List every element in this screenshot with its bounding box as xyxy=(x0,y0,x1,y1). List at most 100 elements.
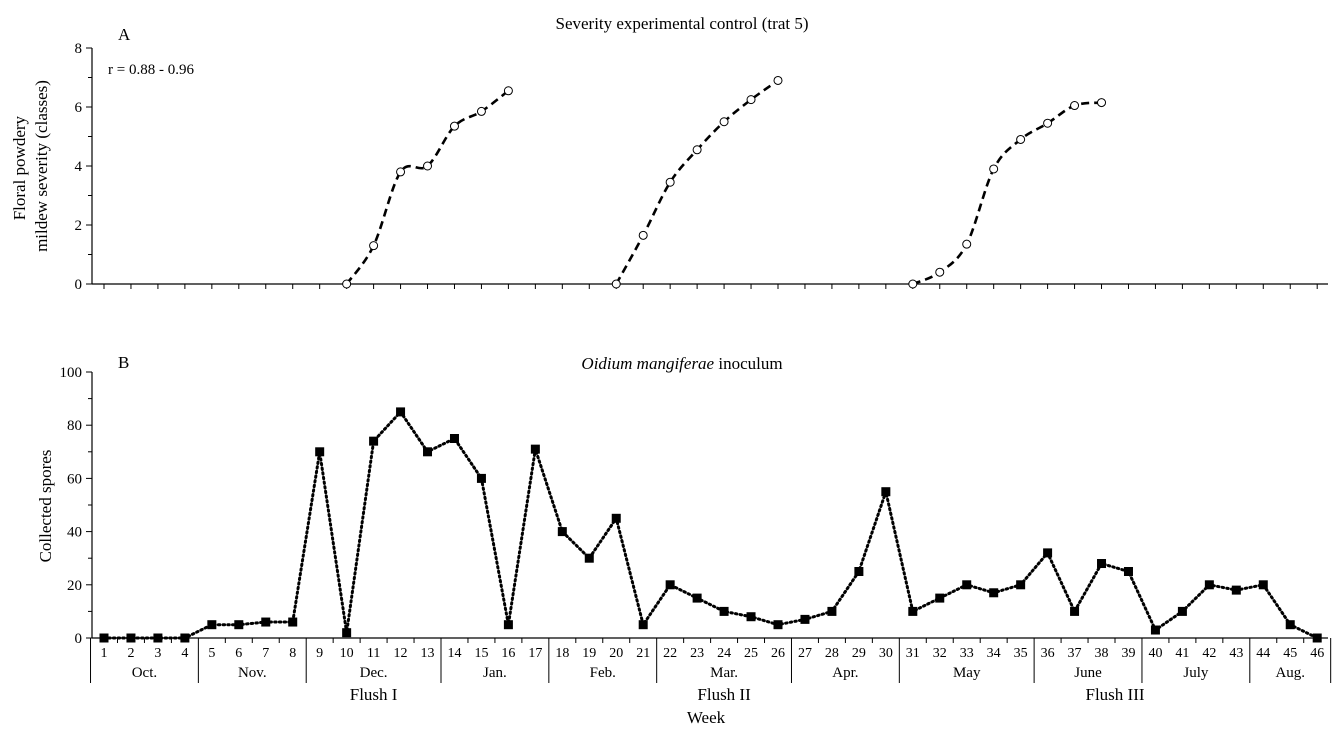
week-label: 45 xyxy=(1283,646,1297,661)
panel-b-point xyxy=(881,487,891,497)
month-label: May xyxy=(953,665,981,681)
panel-b-point xyxy=(1204,580,1214,590)
week-label: 39 xyxy=(1121,646,1135,661)
panel-b-point xyxy=(153,633,163,643)
panel-b-point xyxy=(342,628,352,638)
week-label: 21 xyxy=(636,646,650,661)
week-label: 36 xyxy=(1041,646,1055,661)
week-label: 13 xyxy=(421,646,435,661)
panel-b-point xyxy=(1123,567,1133,576)
panel-b-point xyxy=(1097,559,1107,569)
panel-b-point xyxy=(234,620,244,630)
panel-b-point xyxy=(773,620,783,630)
panel-b-point xyxy=(1258,580,1268,590)
panel-a-y-tick-label: 4 xyxy=(75,159,83,175)
flush-label: Flush I xyxy=(350,685,398,704)
panel-b-point xyxy=(530,444,540,454)
month-label: Aug. xyxy=(1275,665,1305,681)
week-label: 19 xyxy=(582,646,596,661)
panel-b-y-tick-label: 80 xyxy=(67,418,82,434)
month-label: June xyxy=(1074,665,1102,681)
week-label: 14 xyxy=(447,646,461,661)
panel-a-y-tick-label: 8 xyxy=(75,41,83,57)
panel-a-series-2-line xyxy=(615,79,779,285)
panel-b-point xyxy=(638,620,648,630)
panel-b-point xyxy=(854,567,864,576)
week-label: 3 xyxy=(154,646,161,661)
panel-a-point xyxy=(665,177,675,187)
panel-a-y-tick-label: 0 xyxy=(75,277,83,293)
panel-b-y-tick-label: 0 xyxy=(75,631,83,647)
week-label: 41 xyxy=(1175,646,1189,661)
month-label: Jan. xyxy=(483,665,507,681)
panel-a-y-tick-label: 6 xyxy=(75,100,83,116)
panel-b-ylabel: Collected spores xyxy=(36,450,55,563)
panel-a-point xyxy=(1097,98,1107,108)
panel-a-y-tick-label: 2 xyxy=(75,218,83,234)
week-label: 15 xyxy=(474,646,488,661)
panel-b-point xyxy=(1285,620,1295,630)
panel-b-point xyxy=(1070,606,1080,616)
panel-b-series-line xyxy=(102,409,1319,640)
week-label: 44 xyxy=(1256,646,1270,661)
panel-b-point xyxy=(746,612,756,622)
week-label: 5 xyxy=(208,646,215,661)
week-label: 12 xyxy=(394,646,408,661)
week-label: 1 xyxy=(101,646,108,661)
panel-a-point xyxy=(476,106,486,116)
week-label: 33 xyxy=(960,646,974,661)
panel-a-series-3-line xyxy=(912,101,1102,286)
month-label: Apr. xyxy=(832,665,858,681)
week-label: 42 xyxy=(1202,646,1216,661)
panel-a-series-1-line xyxy=(345,89,510,285)
panel-b-point xyxy=(827,606,837,616)
panel-b-point xyxy=(261,617,271,627)
panel-b-y-tick-label: 20 xyxy=(67,578,82,594)
week-label: 9 xyxy=(316,646,323,661)
panel-b-point xyxy=(99,633,109,643)
month-label: Dec. xyxy=(360,665,388,681)
panel-b-point xyxy=(692,593,702,603)
panel-b-point xyxy=(1043,548,1053,558)
panel-b-y-tick-label: 100 xyxy=(60,365,83,381)
week-label: 26 xyxy=(771,646,785,661)
week-label: 20 xyxy=(609,646,623,661)
panel-a-point xyxy=(746,95,756,105)
month-label: Oct. xyxy=(132,665,157,681)
panel-a-point xyxy=(638,230,648,240)
week-label: 38 xyxy=(1095,646,1109,661)
panel-b-point xyxy=(719,606,729,616)
panel-b-label: B xyxy=(118,353,129,372)
x-axis-label: Week xyxy=(687,708,726,727)
panel-a-point xyxy=(692,145,702,155)
flush-label: Flush III xyxy=(1085,685,1144,704)
panel-b-point xyxy=(1016,580,1026,590)
panel-b-point xyxy=(665,580,675,590)
panel-a-ylabel: Floral powdery mildew severity (classes) xyxy=(10,80,51,252)
panel-b-point xyxy=(476,473,486,483)
panel-a-point xyxy=(908,279,918,289)
panel-b-point xyxy=(611,513,621,523)
week-label: 6 xyxy=(235,646,242,661)
month-label: Feb. xyxy=(590,665,616,681)
panel-b-point xyxy=(1177,606,1187,616)
panel-a-point xyxy=(611,279,621,289)
month-label: July xyxy=(1183,665,1209,681)
panel-b-point xyxy=(962,580,972,590)
week-label: 34 xyxy=(987,646,1001,661)
panel-a-label: A xyxy=(118,25,131,44)
panel-b-point xyxy=(503,620,513,630)
panel-a-point xyxy=(1070,101,1080,111)
week-label: 28 xyxy=(825,646,839,661)
panel-b-point xyxy=(557,527,567,537)
panel-b-point xyxy=(1312,633,1322,643)
panel-a-point xyxy=(503,86,513,96)
panel-a-point xyxy=(935,267,945,277)
panel-a-annotation: r = 0.88 - 0.96 xyxy=(108,62,194,78)
panel-b-point xyxy=(800,614,810,624)
panel-b-point xyxy=(423,447,433,457)
panel-b-point xyxy=(584,553,594,563)
panel-b-point xyxy=(180,633,190,643)
week-label: 18 xyxy=(555,646,569,661)
